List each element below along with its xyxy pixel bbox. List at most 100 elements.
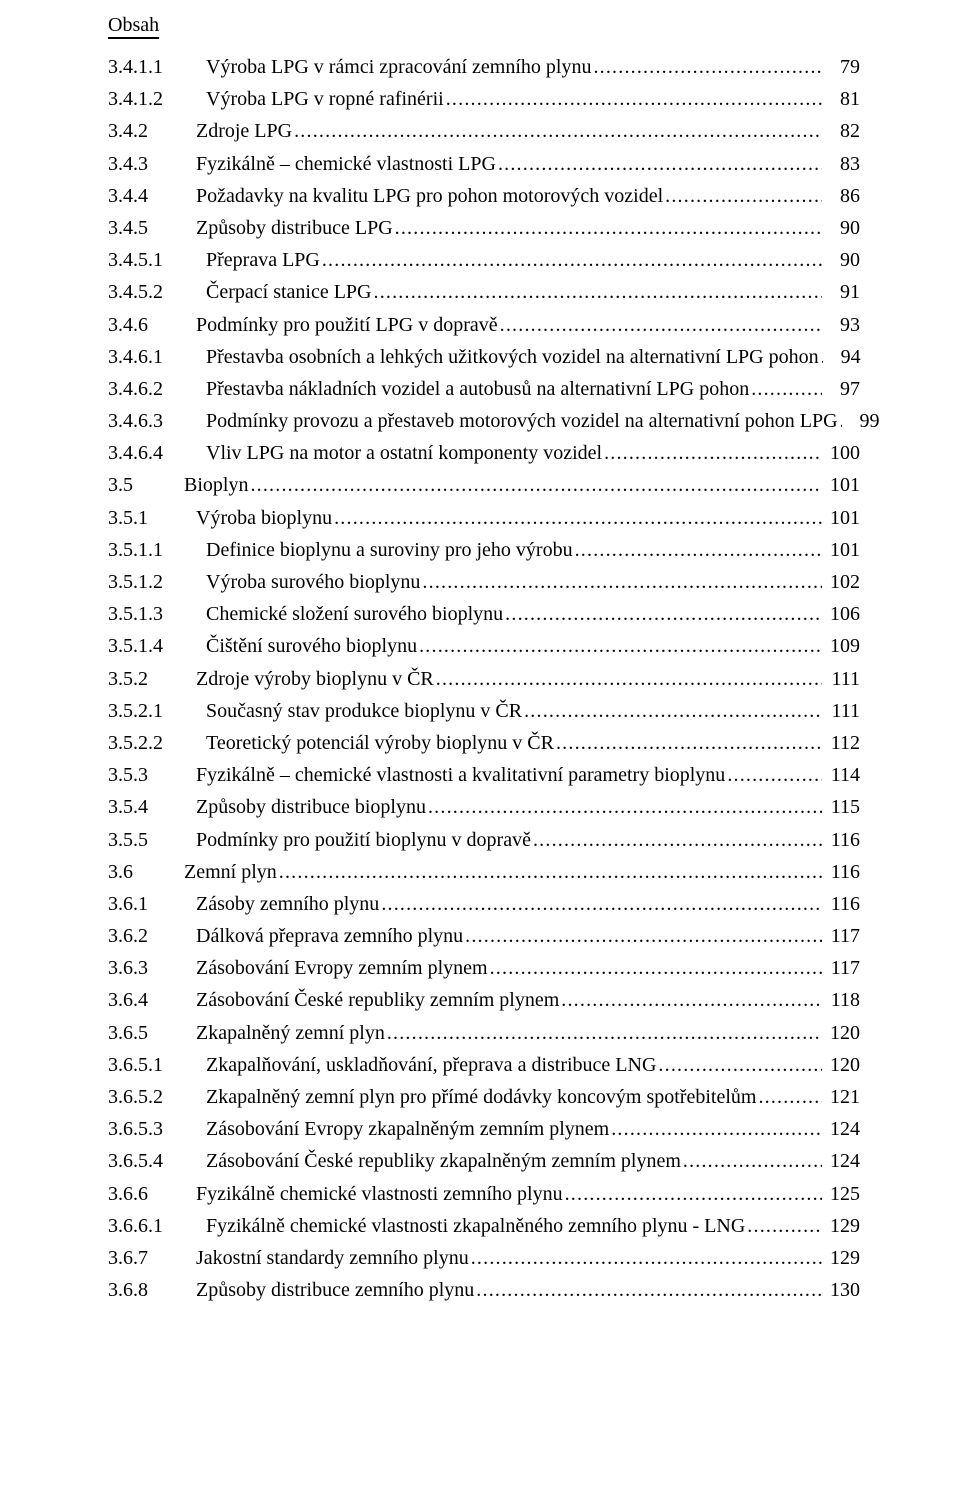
toc-entry-title: Teoretický potenciál výroby bioplynu v Č… xyxy=(192,733,554,753)
toc-leader-dots xyxy=(531,830,822,850)
toc-entry-title: Jakostní standardy zemního plynu xyxy=(182,1248,469,1268)
toc-entry-page: 90 xyxy=(822,218,860,238)
toc-entry-number: 3.6.8 xyxy=(108,1280,182,1300)
toc-entry-number: 3.5.4 xyxy=(108,797,182,817)
toc-entry-page: 125 xyxy=(822,1184,860,1204)
toc-row: 3.5.5Podmínky pro použití bioplynu v dop… xyxy=(108,830,860,850)
toc-leader-dots xyxy=(602,443,822,463)
toc-leader-dots xyxy=(372,282,823,302)
toc-entry-title: Způsoby distribuce bioplynu xyxy=(182,797,426,817)
toc-entry-number: 3.5.1 xyxy=(108,508,182,528)
toc-row: 3.6.6.1Fyzikálně chemické vlastnosti zka… xyxy=(108,1216,860,1236)
toc-entry-number: 3.6.5.1 xyxy=(108,1055,192,1075)
toc-leader-dots xyxy=(503,604,822,624)
toc-entry-number: 3.4.1.1 xyxy=(108,57,192,77)
toc-entry-title: Fyzikálně – chemické vlastnosti LPG xyxy=(182,154,496,174)
toc-entry-title: Způsoby distribuce LPG xyxy=(182,218,393,238)
toc-leader-dots xyxy=(725,765,822,785)
toc-row: 3.4.3Fyzikálně – chemické vlastnosti LPG… xyxy=(108,154,860,174)
toc-row: 3.6.8Způsoby distribuce zemního plynu130 xyxy=(108,1280,860,1300)
toc-entry-number: 3.5 xyxy=(108,475,164,495)
toc-row: 3.5.1.3Chemické složení surového bioplyn… xyxy=(108,604,860,624)
toc-row: 3.5.1.4Čištění surového bioplynu109 xyxy=(108,636,860,656)
toc-leader-dots xyxy=(292,121,822,141)
toc-entry-page: 112 xyxy=(822,733,860,753)
toc-entry-title: Zkapalněný zemní plyn xyxy=(182,1023,385,1043)
toc-entry-number: 3.4.6.4 xyxy=(108,443,192,463)
toc-entry-page: 117 xyxy=(822,958,860,978)
toc-entry-number: 3.5.3 xyxy=(108,765,182,785)
toc-entry-title: Zásobování České republiky zemním plynem xyxy=(182,990,559,1010)
toc-entry-number: 3.5.1.3 xyxy=(108,604,192,624)
toc-row: 3.6Zemní plyn116 xyxy=(108,862,860,882)
toc-entry-number: 3.6.5.3 xyxy=(108,1119,192,1139)
toc-entry-number: 3.6.5 xyxy=(108,1023,182,1043)
toc-row: 3.5.2.1Současný stav produkce bioplynu v… xyxy=(108,701,860,721)
toc-leader-dots xyxy=(498,315,822,335)
toc-entry-page: 111 xyxy=(822,701,860,721)
toc-entry-number: 3.5.2.1 xyxy=(108,701,192,721)
toc-row: 3.6.5.3Zásobování Evropy zkapalněným zem… xyxy=(108,1119,860,1139)
toc-row: 3.4.1.1Výroba LPG v rámci zpracování zem… xyxy=(108,57,860,77)
toc-row: 3.4.4Požadavky na kvalitu LPG pro pohon … xyxy=(108,186,860,206)
toc-entry-number: 3.6.4 xyxy=(108,990,182,1010)
toc-entry-title: Požadavky na kvalitu LPG pro pohon motor… xyxy=(182,186,663,206)
toc-entry-title: Výroba bioplynu xyxy=(182,508,332,528)
toc-row: 3.4.2Zdroje LPG82 xyxy=(108,121,860,141)
toc-entry-number: 3.4.4 xyxy=(108,186,182,206)
toc-entry-title: Fyzikálně chemické vlastnosti zemního pl… xyxy=(182,1184,563,1204)
toc-entry-number: 3.4.3 xyxy=(108,154,182,174)
toc-entry-number: 3.4.2 xyxy=(108,121,182,141)
toc-leader-dots xyxy=(434,669,822,689)
toc-entry-page: 114 xyxy=(822,765,860,785)
toc-entry-number: 3.4.5.2 xyxy=(108,282,192,302)
toc-row: 3.6.2Dálková přeprava zemního plynu117 xyxy=(108,926,860,946)
toc-entry-page: 111 xyxy=(822,669,860,689)
toc-row: 3.4.6.1Přestavba osobních a lehkých užit… xyxy=(108,347,860,367)
toc-entry-number: 3.6.5.4 xyxy=(108,1151,192,1171)
toc-entry-number: 3.4.5.1 xyxy=(108,250,192,270)
toc-entry-title: Současný stav produkce bioplynu v ČR xyxy=(192,701,522,721)
toc-entry-title: Přestavba osobních a lehkých užitkových … xyxy=(192,347,819,367)
toc-entry-page: 101 xyxy=(822,475,860,495)
toc-entry-number: 3.4.6.1 xyxy=(108,347,192,367)
toc-entry-title: Fyzikálně – chemické vlastnosti a kvalit… xyxy=(182,765,725,785)
toc-entry-page: 118 xyxy=(822,990,860,1010)
toc-entry-title: Vliv LPG na motor a ostatní komponenty v… xyxy=(192,443,602,463)
toc-entry-page: 120 xyxy=(822,1023,860,1043)
toc-row: 3.6.5.1Zkapalňování, uskladňování, přepr… xyxy=(108,1055,860,1075)
toc-row: 3.6.1Zásoby zemního plynu116 xyxy=(108,894,860,914)
toc-leader-dots xyxy=(559,990,822,1010)
toc-leader-dots xyxy=(749,379,822,399)
toc-entry-number: 3.4.6.3 xyxy=(108,411,192,431)
toc-row: 3.6.5Zkapalněný zemní plyn 120 xyxy=(108,1023,860,1043)
page-header: Obsah xyxy=(108,14,860,37)
toc-entry-number: 3.5.1.1 xyxy=(108,540,192,560)
toc-entry-page: 101 xyxy=(822,508,860,528)
toc-row: 3.4.1.2Výroba LPG v ropné rafinérii81 xyxy=(108,89,860,109)
toc-leader-dots xyxy=(663,186,822,206)
toc-leader-dots xyxy=(393,218,822,238)
toc-row: 3.4.6.2Přestavba nákladních vozidel a au… xyxy=(108,379,860,399)
toc-entry-title: Výroba LPG v ropné rafinérii xyxy=(192,89,444,109)
toc-entry-number: 3.4.5 xyxy=(108,218,182,238)
toc-leader-dots xyxy=(420,572,822,592)
toc-leader-dots xyxy=(496,154,822,174)
toc-entry-title: Zkapalňování, uskladňování, přeprava a d… xyxy=(192,1055,656,1075)
toc-entry-title: Zásobování České republiky zkapalněným z… xyxy=(192,1151,681,1171)
toc-entry-title: Zdroje LPG xyxy=(182,121,292,141)
toc-entry-number: 3.6.2 xyxy=(108,926,182,946)
toc-leader-dots xyxy=(320,250,822,270)
toc-entry-title: Zásobování Evropy zemním plynem xyxy=(182,958,488,978)
toc-row: 3.6.5.4Zásobování České republiky zkapal… xyxy=(108,1151,860,1171)
toc-entry-page: 86 xyxy=(822,186,860,206)
toc-leader-dots xyxy=(745,1216,822,1236)
toc-leader-dots xyxy=(426,797,822,817)
toc-row: 3.5.2Zdroje výroby bioplynu v ČR111 xyxy=(108,669,860,689)
toc-entry-title: Chemické složení surového bioplynu xyxy=(192,604,503,624)
toc-entry-page: 109 xyxy=(822,636,860,656)
toc-entry-title: Podmínky provozu a přestaveb motorových … xyxy=(192,411,838,431)
toc-entry-number: 3.4.6 xyxy=(108,315,182,335)
toc-leader-dots xyxy=(463,926,822,946)
toc-row: 3.5.2.2Teoretický potenciál výroby biopl… xyxy=(108,733,860,753)
